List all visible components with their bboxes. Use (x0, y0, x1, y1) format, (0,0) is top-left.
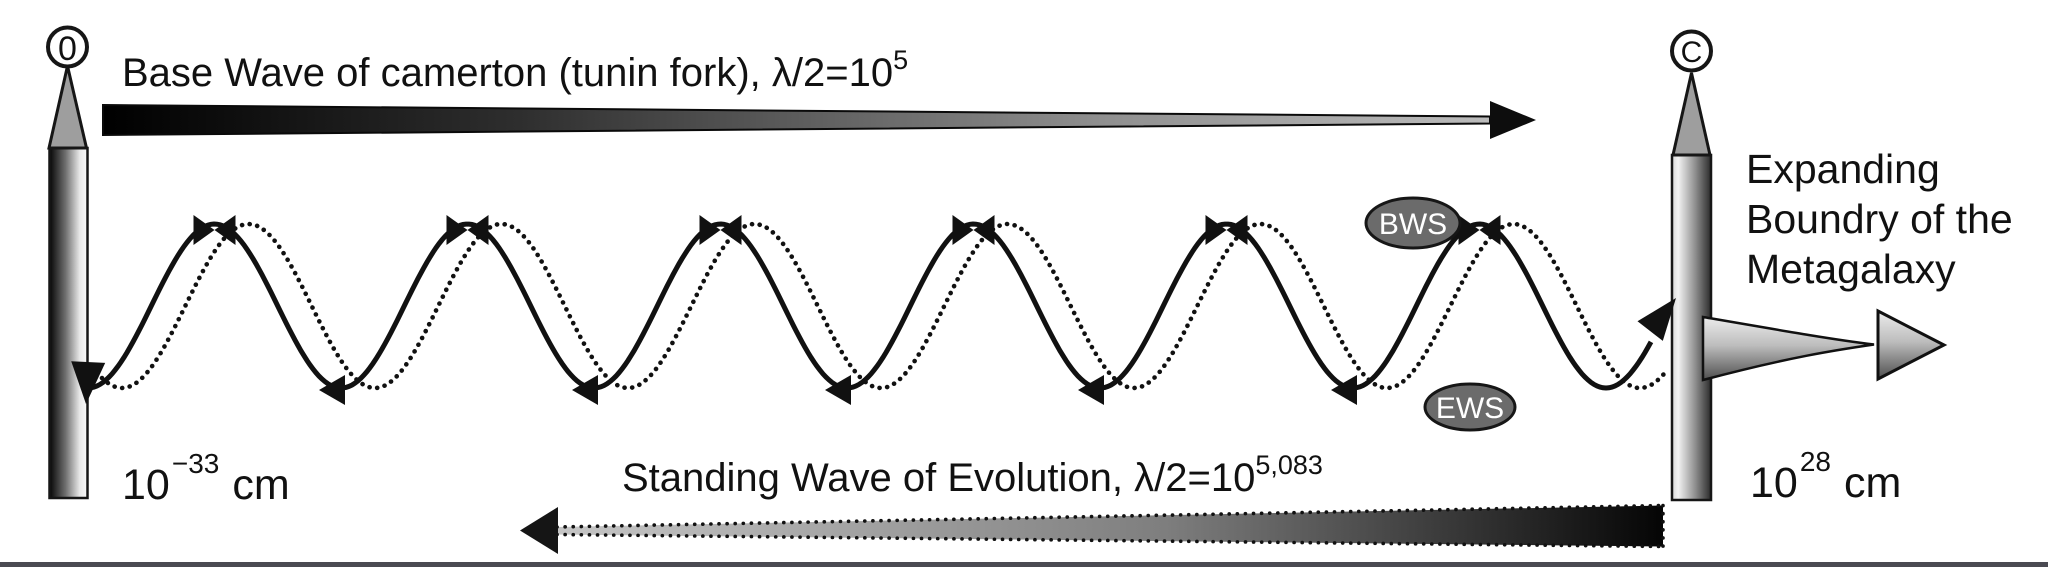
c-marker-circle (1670, 29, 1713, 73)
ews-badge-label: EWS (1436, 392, 1504, 425)
evolution-arrow-bottom-edge (555, 532, 1665, 549)
base-wave-title: Base Wave of camerton (tunin fork), λ/2=… (122, 45, 908, 95)
wave-arrowhead-icon (193, 215, 215, 245)
right-scale-exponent: 28 (1800, 446, 1831, 477)
ews-badge: EWS (1423, 382, 1517, 432)
right-scale-unit: cm (1844, 459, 1901, 507)
metagalaxy-caption-line-3: Metagalaxy (1746, 246, 1956, 292)
left-scale-unit: cm (232, 461, 289, 509)
wave-arrowhead-icon (467, 215, 489, 245)
wave-arrowhead-icon (825, 375, 851, 405)
wave-arrowhead-icon (1205, 215, 1227, 245)
metagalaxy-caption-line-1: Expanding (1746, 146, 1940, 192)
zero-marker-circle (46, 25, 89, 69)
right-scale-label: 1028 cm (1750, 446, 1901, 507)
wave-arrowhead-icon (572, 375, 598, 405)
bws-badge: BWS (1364, 196, 1462, 250)
wave-arrowhead-icon (1479, 215, 1501, 245)
wave-arrowhead-icon (214, 215, 236, 245)
left-scale-base: 10 (122, 461, 170, 509)
wave-arrowhead-icon (699, 215, 721, 245)
base-wave-title-text: Base Wave of camerton (tunin fork), λ/2=… (122, 51, 893, 95)
metagalaxy-caption-line-2: Boundry of the (1746, 196, 2013, 242)
top-arrow-group (102, 101, 1536, 139)
wave-arrowhead-icon (71, 361, 106, 404)
left-scale-exponent: −33 (172, 448, 220, 479)
left-pole-rod (48, 146, 89, 500)
evolution-exponent: 5,083 (1255, 450, 1323, 480)
expanding-arrow-shaft (1701, 315, 1875, 382)
wave-arrowhead-icon (1637, 298, 1676, 341)
right-pole-group: C (1670, 29, 1713, 502)
bottom-border-line (0, 562, 2048, 567)
wave-arrowhead-icon (720, 215, 742, 245)
expanding-arrow-head-icon (1876, 308, 1948, 382)
left-scale-label: 10−33 cm (122, 448, 290, 509)
c-marker-label: C (1681, 36, 1703, 69)
wave-arrowhead-icon (1078, 375, 1104, 405)
evolution-arrow-top-edge (555, 503, 1665, 529)
bws-badge-ellipse (1364, 196, 1462, 250)
wave-arrowhead-icon (1226, 215, 1248, 245)
left-pole-group: 0 (46, 25, 89, 500)
right-pole-spike (1671, 72, 1712, 157)
wave-arrowhead-icon (973, 215, 995, 245)
evolution-label-text: Standing Wave of Evolution, λ/2=10 (622, 456, 1255, 500)
bws-wave-path (87, 221, 1654, 391)
wave-arrowhead-icon (1458, 215, 1480, 245)
evolution-arrow-head-icon (520, 507, 558, 554)
top-arrow-bar (102, 103, 1491, 137)
top-arrow-head-icon (1490, 101, 1536, 139)
zero-marker-label: 0 (58, 30, 77, 68)
ews-badge-ellipse (1423, 382, 1517, 432)
wave-arrowhead-icon (319, 375, 345, 405)
evolution-arrow-group (520, 503, 1665, 554)
metagalaxy-caption: Expanding Boundry of the Metagalaxy (1746, 146, 2013, 292)
bws-badge-label: BWS (1379, 208, 1447, 241)
evolution-arrow-body (557, 505, 1663, 547)
wave-arrowhead-icon (446, 215, 468, 245)
wave-arrowheads (71, 215, 1676, 405)
evolution-label: Standing Wave of Evolution, λ/2=105,083 (622, 450, 1323, 500)
wave-arrowhead-icon (952, 215, 974, 245)
ews-wave-path (89, 221, 1667, 391)
wave-arrowhead-icon (1331, 375, 1357, 405)
base-wave-exponent: 5 (893, 45, 908, 75)
right-scale-base: 10 (1750, 459, 1798, 507)
expanding-arrow-group (1701, 308, 1948, 382)
left-pole-spike (47, 65, 89, 150)
